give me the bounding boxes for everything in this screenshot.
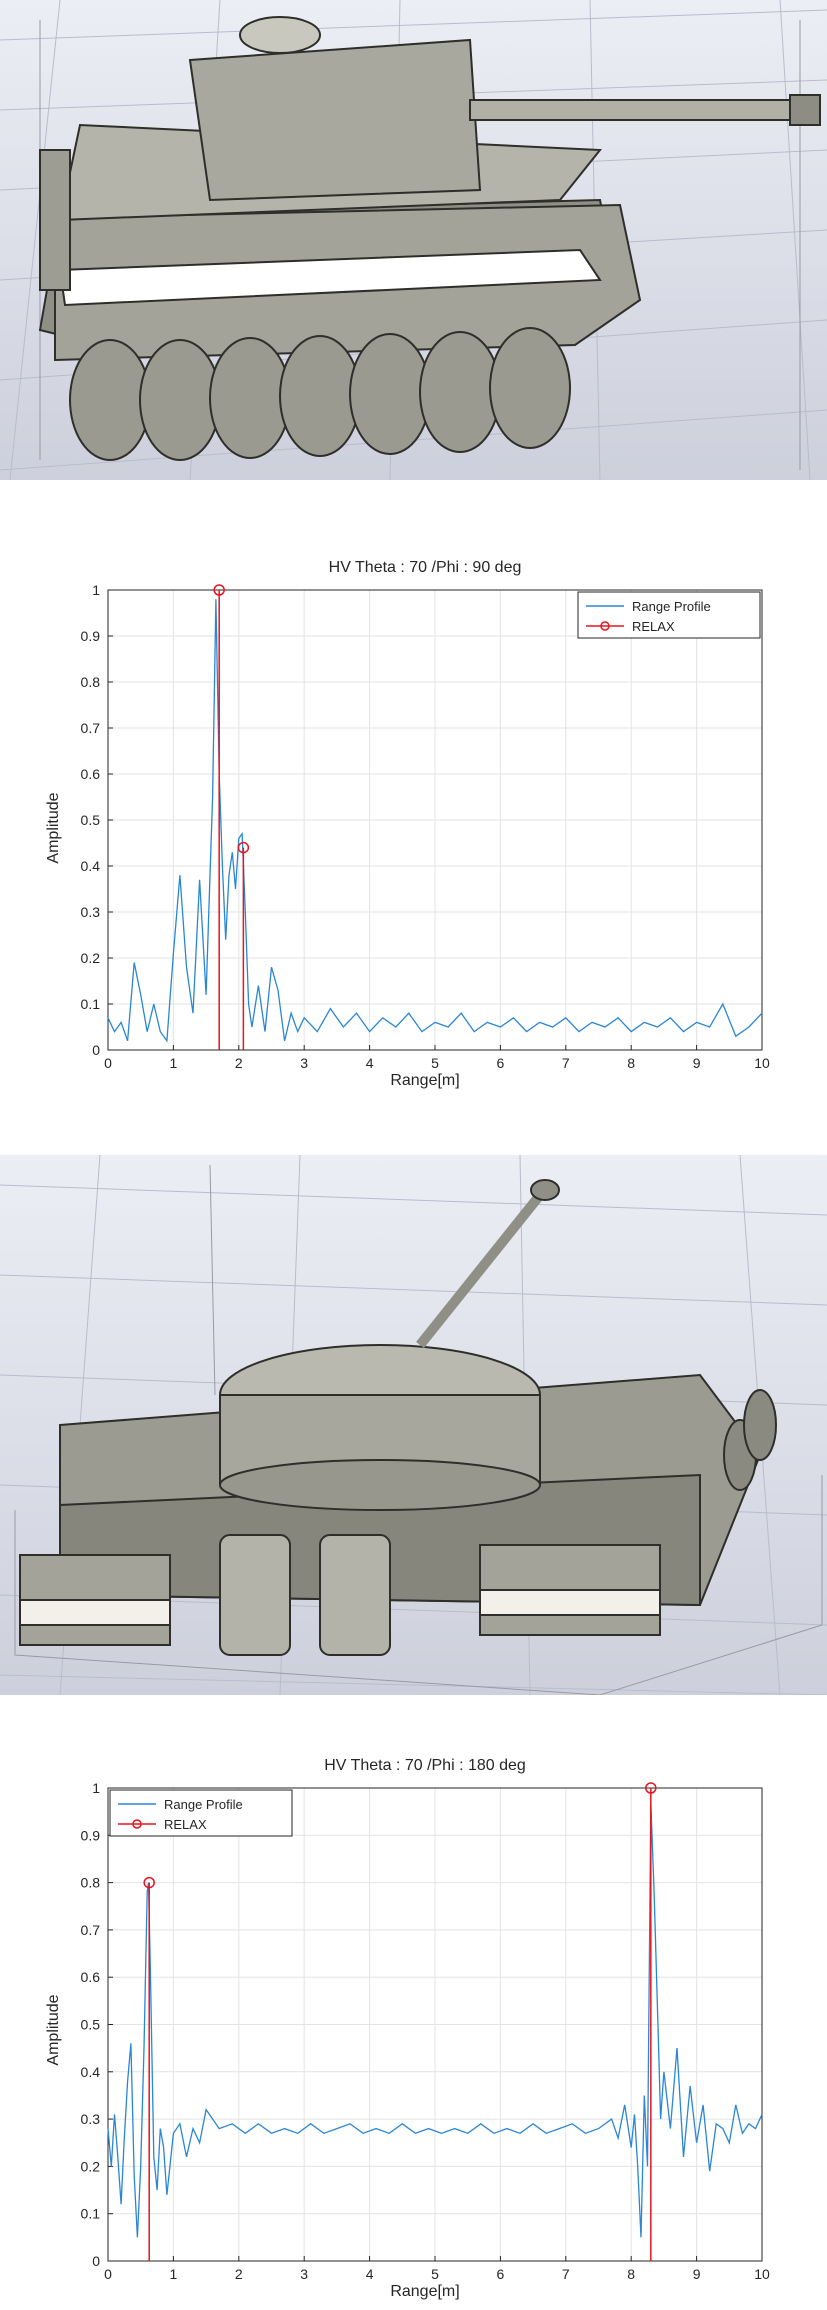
x-tick-label: 10 <box>754 2266 770 2282</box>
y-axis-label: Amplitude <box>45 792 62 863</box>
chart-2-panel: HV Theta : 70 /Phi : 180 deg Range[m] Am… <box>0 1740 827 2305</box>
x-axis-label: Range[m] <box>390 2283 459 2300</box>
x-tick-label: 2 <box>235 1055 243 1071</box>
chart-1-panel: HV Theta : 70 /Phi : 90 deg Range[m] Amp… <box>0 540 827 1100</box>
legend-label: RELAX <box>164 1817 207 1832</box>
x-tick-label: 2 <box>235 2266 243 2282</box>
x-axis-label: Range[m] <box>390 1072 459 1089</box>
render-rear-view <box>0 1155 827 1695</box>
render-side-view <box>0 0 827 480</box>
plot-area: 0 1 2 3 4 5 6 7 8 9 10 0 0.1 0.2 0.3 0.4 0.5 0.6 0.7 0.8 0.9… <box>81 1780 770 2282</box>
y-tick-label: 0.8 <box>81 674 101 690</box>
x-tick-label: 8 <box>627 1055 635 1071</box>
y-tick-label: 0.3 <box>81 904 101 920</box>
x-tick-label: 9 <box>693 2266 701 2282</box>
chart-1-svg: HV Theta : 70 /Phi : 90 deg Range[m] Amp… <box>45 559 770 1089</box>
y-tick-label: 0.5 <box>81 812 101 828</box>
y-tick-label: 0.2 <box>81 2158 101 2174</box>
legend-label: RELAX <box>632 619 675 634</box>
y-tick-label: 0.3 <box>81 2111 101 2127</box>
y-tick-label: 0.6 <box>81 766 101 782</box>
series-range-profile <box>107 1802 763 2238</box>
y-tick-label: 0.7 <box>81 1922 101 1938</box>
series-range-profile <box>107 599 763 1043</box>
x-tick-label: 1 <box>170 1055 178 1071</box>
chart-2-svg: HV Theta : 70 /Phi : 180 deg Range[m] Am… <box>45 1757 770 2300</box>
y-axis-label: Amplitude <box>45 1994 62 2065</box>
y-tick-label: 1 <box>92 582 100 598</box>
legend: Range Profile RELAX <box>577 591 761 639</box>
tank-side-render <box>0 0 827 480</box>
x-tick-label: 6 <box>497 2266 505 2282</box>
x-tick-label: 9 <box>693 1055 701 1071</box>
x-tick-label: 6 <box>497 1055 505 1071</box>
relax-marker <box>143 1876 155 1889</box>
legend-marker <box>132 1819 142 1829</box>
chart-title: HV Theta : 70 /Phi : 180 deg <box>324 1757 526 1774</box>
plot-area: 0 1 2 3 4 5 6 7 8 9 10 0 0.1 0.2 0.3 0.4 0.5 0.6 0.7 0.8 0.9… <box>81 582 770 1071</box>
x-tick-label: 3 <box>300 2266 308 2282</box>
x-tick-label: 0 <box>104 1055 112 1071</box>
y-tick-label: 0.7 <box>81 720 101 736</box>
chart-title: HV Theta : 70 /Phi : 90 deg <box>329 559 522 576</box>
y-tick-label: 0.2 <box>81 950 101 966</box>
x-tick-label: 10 <box>754 1055 770 1071</box>
y-tick-label: 0.9 <box>81 1827 101 1843</box>
relax-marker <box>645 1782 657 1794</box>
legend-marker <box>600 621 610 631</box>
tank-body <box>38 16 821 461</box>
x-tick-label: 5 <box>431 1055 439 1071</box>
bounding-box <box>14 1164 823 1695</box>
y-tick-label: 0.6 <box>81 1969 101 1985</box>
legend-label: Range Profile <box>164 1797 243 1812</box>
relax-marker <box>213 584 225 596</box>
x-tick-label: 7 <box>562 2266 570 2282</box>
y-tick-label: 0.1 <box>81 2206 101 2222</box>
tank-body <box>19 1179 777 1656</box>
y-tick-label: 0.1 <box>81 996 101 1012</box>
y-tick-label: 0.8 <box>81 1875 101 1891</box>
y-tick-label: 0.4 <box>81 2064 101 2080</box>
x-tick-label: 7 <box>562 1055 570 1071</box>
x-tick-label: 3 <box>300 1055 308 1071</box>
x-tick-label: 1 <box>170 2266 178 2282</box>
y-tick-label: 0.5 <box>81 2017 101 2033</box>
relax-marker <box>237 841 250 854</box>
legend-box <box>109 1789 293 1837</box>
y-tick-label: 1 <box>92 1780 100 1796</box>
legend-box <box>577 591 761 639</box>
legend: Range Profile RELAX <box>109 1789 293 1837</box>
y-tick-label: 0.9 <box>81 628 101 644</box>
x-tick-label: 0 <box>104 2266 112 2282</box>
y-tick-label: 0 <box>92 1042 100 1058</box>
y-tick-label: 0 <box>92 2253 100 2269</box>
y-tick-label: 0.4 <box>81 858 101 874</box>
x-tick-label: 4 <box>366 1055 374 1071</box>
x-tick-label: 8 <box>627 2266 635 2282</box>
legend-label: Range Profile <box>632 599 711 614</box>
x-tick-label: 4 <box>366 2266 374 2282</box>
x-tick-label: 5 <box>431 2266 439 2282</box>
tank-rear-render <box>0 1155 827 1695</box>
